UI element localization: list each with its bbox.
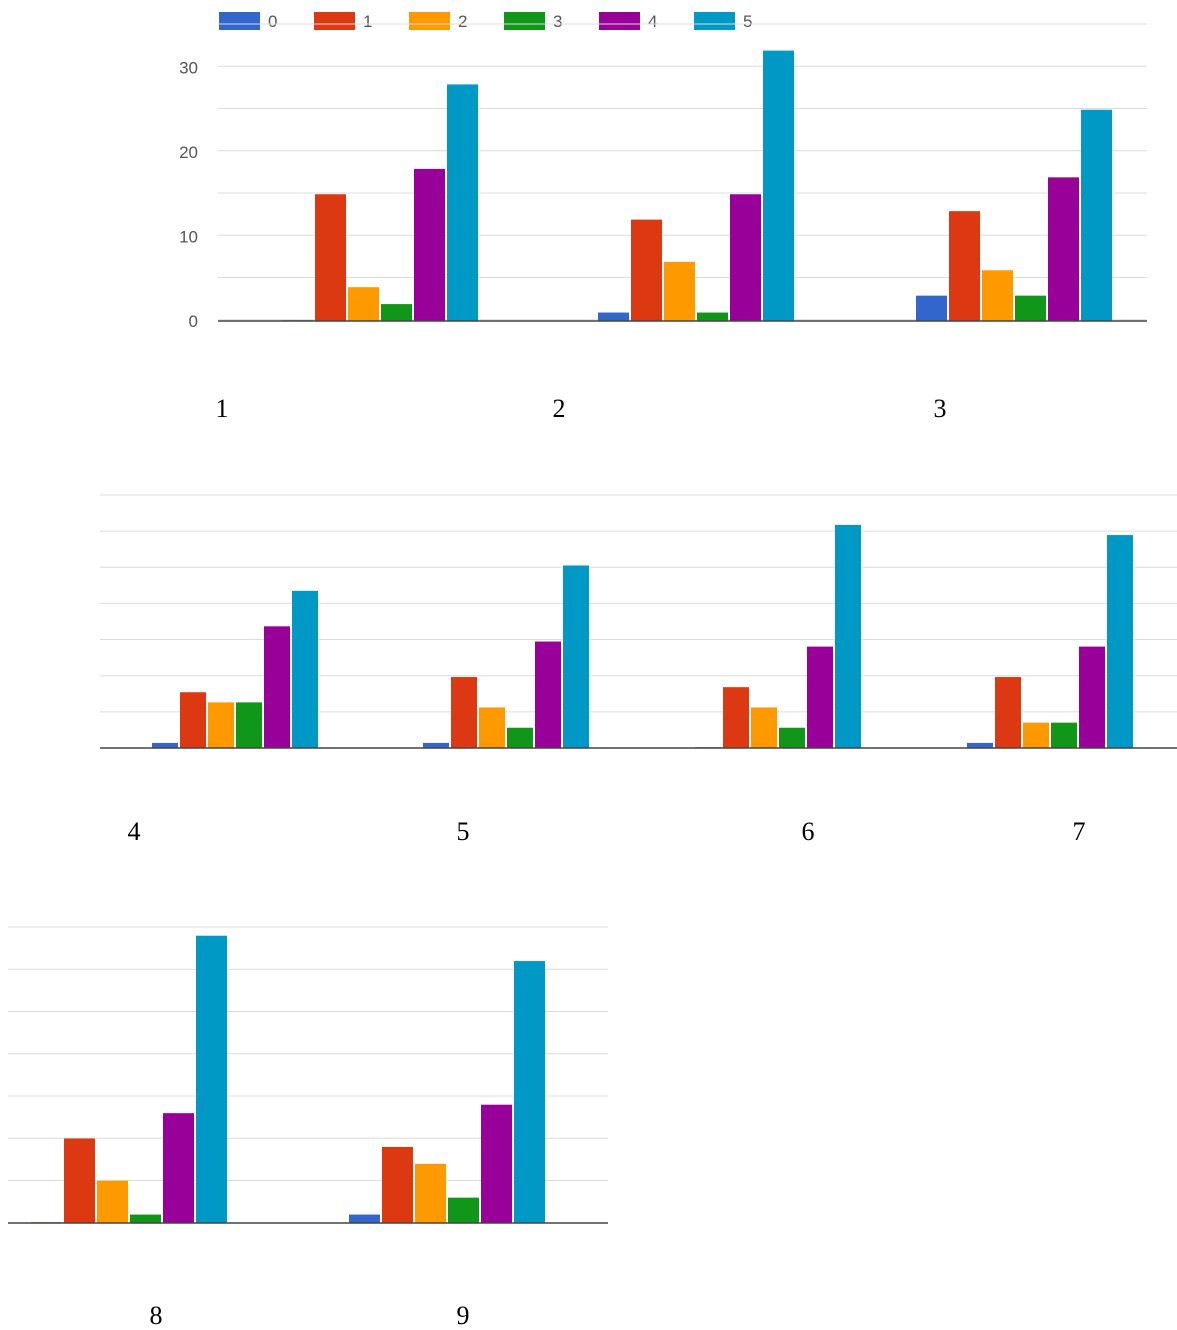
- bar-group-9-series-4: [481, 1104, 512, 1223]
- bar-group-1-series-4: [414, 168, 445, 321]
- y-tick-label: 0: [189, 312, 198, 331]
- bar-group-9-series-5: [514, 961, 545, 1223]
- bar-group-2-series-1: [631, 219, 662, 321]
- group-label-6: 6: [802, 817, 815, 846]
- bar-group-9: [349, 961, 545, 1223]
- bar-group-4-series-0: [152, 742, 178, 748]
- bar-group-4: [152, 590, 318, 748]
- bar-group-2: [598, 50, 794, 321]
- legend-swatch-2: [409, 12, 450, 30]
- legend-swatch-1: [314, 12, 355, 30]
- bar-group-9-series-3: [448, 1197, 479, 1223]
- y-tick-label: 30: [179, 59, 198, 78]
- chart-row-2: 4 5 6 7: [100, 494, 1177, 846]
- chart-row-1: 0 10 20 30 1 2 3: [179, 23, 1147, 423]
- bar-group-5: [423, 565, 589, 748]
- bar-group-2-series-2: [664, 261, 695, 321]
- group-label-4: 4: [128, 817, 141, 846]
- bar-group-7-series-5: [1107, 535, 1133, 748]
- bar-group-6-series-5: [835, 524, 861, 748]
- y-tick-label: 20: [179, 143, 198, 162]
- bar-group-3-series-5: [1081, 109, 1112, 321]
- bar-group-5-series-5: [563, 565, 589, 748]
- legend: 0 1 2 3 4 5: [219, 12, 752, 31]
- bar-group-9-series-0: [349, 1214, 380, 1223]
- bar-group-8-series-3: [130, 1214, 161, 1223]
- bar-group-2-series-0: [598, 312, 629, 321]
- bar-group-4-series-5: [292, 590, 318, 748]
- bar-group-6-series-2: [751, 707, 777, 748]
- group-label-9: 9: [457, 1301, 470, 1330]
- legend-label-2: 2: [458, 12, 467, 31]
- legend-label-4: 4: [648, 12, 657, 31]
- legend-label-1: 1: [363, 12, 372, 31]
- bar-group-2-series-3: [697, 312, 728, 321]
- bar-group-4-series-1: [180, 692, 206, 748]
- group-label-8: 8: [150, 1301, 163, 1330]
- bar-group-5-series-2: [479, 707, 505, 748]
- bar-group-3-series-3: [1015, 295, 1046, 321]
- group-label-1: 1: [216, 394, 229, 423]
- bar-group-3-series-4: [1048, 177, 1079, 321]
- bar-group-2-series-4: [730, 194, 761, 321]
- bar-group-4-series-2: [208, 702, 234, 748]
- bar-group-7-series-2: [1023, 722, 1049, 748]
- group-label-7: 7: [1073, 817, 1086, 846]
- bar-group-9-series-1: [382, 1146, 413, 1223]
- bar-group-5-series-3: [507, 727, 533, 748]
- bar-group-3-series-1: [949, 211, 980, 321]
- bar-group-8-series-2: [97, 1180, 128, 1223]
- bar-group-8: [31, 935, 227, 1223]
- bar-group-5-series-0: [423, 742, 449, 748]
- bar-group-3: [916, 109, 1112, 321]
- legend-swatch-0: [219, 12, 260, 30]
- group-label-3: 3: [934, 394, 947, 423]
- bar-group-1-series-5: [447, 84, 478, 322]
- bar-group-6: [695, 524, 861, 748]
- legend-label-3: 3: [553, 12, 562, 31]
- bar-group-6-series-3: [779, 727, 805, 748]
- bar-group-3-series-2: [982, 270, 1013, 321]
- bar-group-7-series-1: [995, 677, 1021, 748]
- legend-label-5: 5: [743, 12, 752, 31]
- bar-group-1: [282, 84, 478, 322]
- bar-group-1-series-3: [381, 304, 412, 321]
- bar-group-5-series-4: [535, 641, 561, 748]
- bar-group-8-series-5: [196, 935, 227, 1223]
- legend-label-0: 0: [268, 12, 277, 31]
- group-label-5: 5: [457, 817, 470, 846]
- bar-group-4-series-3: [236, 702, 262, 748]
- bar-group-9-series-2: [415, 1163, 446, 1223]
- legend-swatch-3: [504, 12, 545, 30]
- legend-swatch-5: [694, 12, 735, 30]
- bar-group-6-series-1: [723, 687, 749, 748]
- bar-group-1-series-2: [348, 287, 379, 321]
- bar-group-5-series-1: [451, 677, 477, 748]
- bar-group-2-series-5: [763, 50, 794, 321]
- bar-group-7-series-3: [1051, 722, 1077, 748]
- bar-group-4-series-4: [264, 626, 290, 748]
- legend-swatch-4: [599, 12, 640, 30]
- bar-group-3-series-0: [916, 295, 947, 321]
- bar-group-7: [967, 535, 1133, 748]
- bar-group-8-series-4: [163, 1113, 194, 1223]
- bar-group-7-series-4: [1079, 646, 1105, 748]
- bar-group-7-series-0: [967, 742, 993, 748]
- group-label-2: 2: [553, 394, 566, 423]
- bar-group-1-series-1: [315, 194, 346, 321]
- bar-group-8-series-1: [64, 1138, 95, 1223]
- bar-group-6-series-4: [807, 646, 833, 748]
- y-tick-label: 10: [179, 228, 198, 247]
